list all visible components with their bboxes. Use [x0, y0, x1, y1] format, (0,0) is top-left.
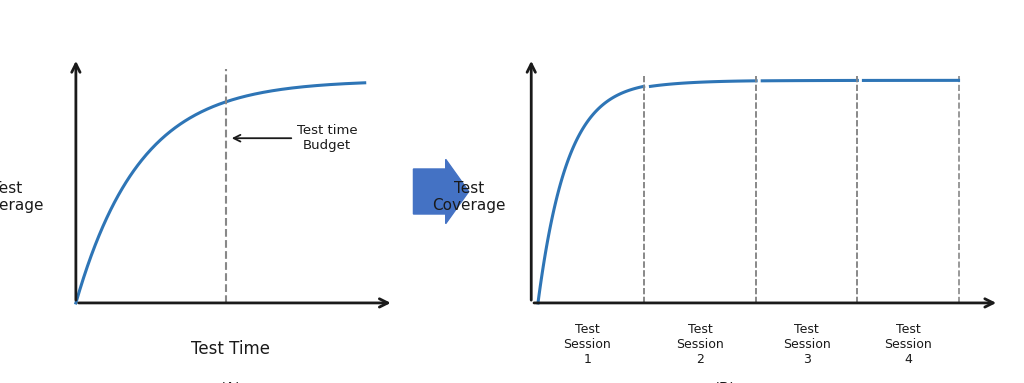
Text: Test
Session
2: Test Session 2 [676, 323, 724, 366]
Text: Test Time: Test Time [190, 340, 270, 358]
Text: Test time
Budget: Test time Budget [233, 124, 357, 152]
Text: Test
Session
3: Test Session 3 [783, 323, 830, 366]
Text: Test
Session
1: Test Session 1 [563, 323, 611, 366]
Text: Test
Coverage: Test Coverage [432, 181, 506, 213]
Text: Test
Session
4: Test Session 4 [884, 323, 932, 366]
FancyArrow shape [414, 159, 469, 224]
Text: Test
Coverage: Test Coverage [0, 181, 44, 213]
Text: (A): (A) [219, 382, 242, 383]
Text: (B): (B) [714, 382, 735, 383]
